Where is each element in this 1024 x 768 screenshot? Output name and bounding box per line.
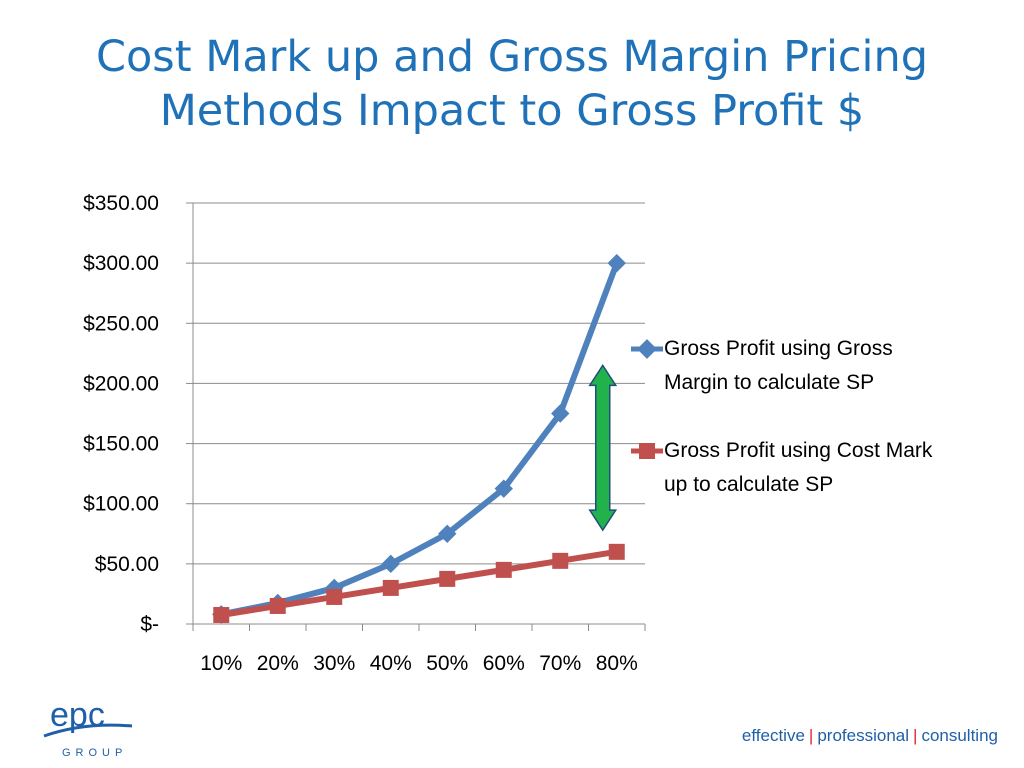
legend-label: Gross Profit using Cost Mark up to calcu…	[664, 439, 933, 496]
data-point-square	[269, 597, 286, 614]
epc-group-logo: epc GROUP	[43, 696, 133, 759]
data-point-diamond	[381, 554, 400, 574]
x-tick-label: 20%	[257, 652, 299, 675]
series-line-0	[218, 260, 620, 618]
legend-marker-square-icon	[631, 443, 663, 459]
data-point-square	[495, 561, 512, 578]
x-tick-label: 50%	[426, 652, 468, 675]
series-line-1	[218, 548, 620, 618]
data-point-square	[608, 543, 625, 560]
y-tick-label: $100.00	[83, 493, 159, 516]
legend-item-cost-markup: Gross Profit using Cost Mark up to calcu…	[630, 434, 950, 502]
data-point-diamond	[438, 524, 457, 543]
x-tick-label: 40%	[370, 652, 412, 675]
footer-tagline: effective | professional | consulting	[742, 726, 998, 746]
x-tick-label: 60%	[483, 652, 525, 675]
title-line-2: Methods Impact to Gross Profit $	[159, 86, 865, 136]
data-point-diamond	[494, 479, 513, 498]
data-point-square	[213, 606, 230, 623]
slide-title: Cost Mark up and Gross Margin Pricing Me…	[0, 30, 1024, 138]
data-point-square	[326, 588, 343, 605]
y-tick-label: $200.00	[83, 372, 159, 395]
y-tick-label: $250.00	[83, 312, 159, 335]
tagline-separator: |	[913, 726, 918, 745]
y-tick-label: $150.00	[83, 433, 159, 456]
tagline-consulting: consulting	[921, 726, 998, 745]
tagline-separator: |	[808, 726, 814, 745]
legend-item-gross-margin: Gross Profit using Gross Margin to calcu…	[630, 332, 950, 400]
legend-marker-diamond-icon	[631, 339, 663, 359]
legend-label: Gross Profit using Gross Margin to calcu…	[664, 337, 893, 394]
logo-subtext: GROUP	[62, 747, 127, 759]
y-tick-label: $300.00	[83, 252, 159, 275]
tagline-professional: professional	[817, 726, 910, 745]
data-point-diamond	[551, 404, 570, 423]
x-tick-label: 80%	[596, 652, 638, 675]
x-tick-label: 70%	[539, 652, 581, 675]
double-arrow-annotation	[588, 364, 618, 532]
data-point-square	[552, 552, 569, 569]
tagline-effective: effective	[741, 726, 805, 745]
y-tick-label: $-	[140, 613, 159, 636]
x-tick-label: 10%	[200, 652, 242, 675]
y-tick-label: $350.00	[83, 192, 159, 215]
data-point-square	[439, 570, 456, 587]
title-line-1: Cost Mark up and Gross Margin Pricing	[95, 32, 929, 82]
x-tick-label: 30%	[313, 652, 355, 675]
data-point-square	[382, 579, 399, 596]
y-tick-label: $50.00	[95, 553, 159, 576]
data-point-diamond	[607, 253, 626, 273]
